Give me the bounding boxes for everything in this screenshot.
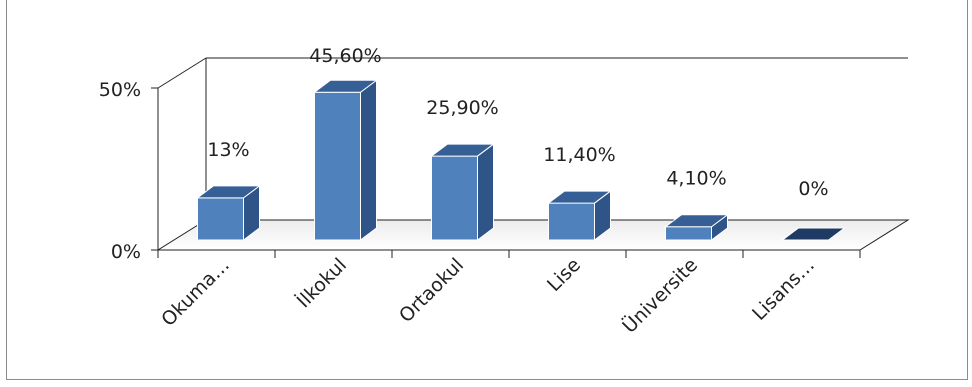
bar-top-2 — [430, 143, 495, 157]
category-label-2: Ortaokul — [395, 254, 468, 327]
category-label-5: Lisans… — [748, 254, 819, 325]
category-label-1: İlkokul — [292, 253, 351, 312]
bar-4 — [665, 226, 712, 241]
bar-top-4 — [664, 214, 729, 228]
bar-side-2 — [477, 143, 494, 241]
y-tick-label-50: 50% — [99, 79, 141, 101]
data-label-4: 4,10% — [666, 168, 726, 190]
category-label-4: Üniversite — [618, 253, 702, 337]
chart-frame — [6, 0, 968, 380]
bar-top-1 — [313, 79, 378, 93]
side-wall-top-edge — [157, 57, 207, 89]
data-label-5: 0% — [798, 178, 828, 200]
y-tick-label-0: 0% — [111, 241, 141, 263]
data-label-1: 45,60% — [309, 45, 381, 67]
category-label-0: Okuma… — [157, 254, 234, 331]
bar-2 — [431, 155, 478, 241]
bar-3 — [548, 202, 595, 241]
bar-side-1 — [360, 79, 377, 241]
bar-top-3 — [547, 190, 612, 204]
data-label-3: 11,40% — [543, 144, 615, 166]
bar-0 — [197, 197, 244, 241]
category-label-3: Lise — [543, 254, 585, 296]
data-label-0: 13% — [207, 139, 249, 161]
bar-1 — [314, 91, 361, 241]
bar-top-0 — [196, 185, 261, 199]
bar-top-5 — [781, 227, 846, 241]
data-label-2: 25,90% — [426, 97, 498, 119]
